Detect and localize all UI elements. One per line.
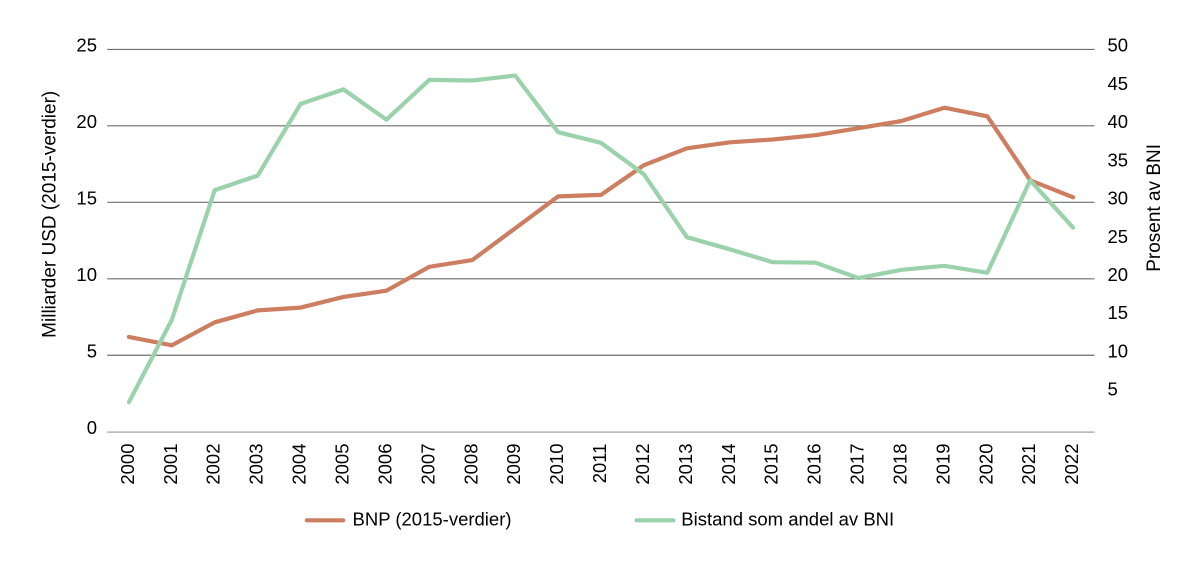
svg-text:Bistand som andel av BNI: Bistand som andel av BNI [681, 509, 894, 530]
svg-text:2021: 2021 [1018, 444, 1039, 485]
svg-text:2014: 2014 [718, 444, 739, 485]
svg-text:Milliarder USD (2015-verdier): Milliarder USD (2015-verdier) [40, 91, 61, 338]
svg-text:2012: 2012 [632, 444, 653, 485]
svg-text:2006: 2006 [374, 444, 395, 485]
svg-text:25: 25 [1108, 226, 1129, 247]
svg-text:2020: 2020 [975, 443, 996, 484]
svg-text:30: 30 [1108, 188, 1129, 209]
svg-text:2022: 2022 [1061, 444, 1082, 485]
svg-text:2001: 2001 [160, 444, 181, 485]
svg-text:5: 5 [1108, 379, 1118, 400]
svg-text:20: 20 [76, 111, 97, 132]
svg-text:2015: 2015 [761, 444, 782, 485]
svg-text:2010: 2010 [546, 444, 567, 485]
svg-text:25: 25 [76, 35, 97, 56]
svg-text:40: 40 [1108, 111, 1129, 132]
svg-text:15: 15 [1108, 302, 1129, 323]
svg-text:10: 10 [1108, 340, 1129, 361]
svg-text:5: 5 [87, 340, 97, 361]
svg-text:2008: 2008 [460, 444, 481, 485]
svg-text:15: 15 [76, 188, 97, 209]
svg-text:2019: 2019 [932, 444, 953, 485]
svg-text:2018: 2018 [890, 444, 911, 485]
svg-text:2016: 2016 [804, 444, 825, 485]
svg-text:45: 45 [1108, 73, 1129, 94]
svg-text:2017: 2017 [847, 444, 868, 485]
svg-text:50: 50 [1108, 35, 1129, 56]
svg-text:Prosent av BNI: Prosent av BNI [1144, 144, 1165, 272]
svg-text:2007: 2007 [417, 444, 438, 485]
svg-text:0: 0 [87, 417, 97, 438]
svg-text:35: 35 [1108, 149, 1129, 170]
svg-text:20: 20 [1108, 264, 1129, 285]
svg-text:2000: 2000 [117, 444, 138, 485]
svg-text:BNP (2015-verdier): BNP (2015-verdier) [353, 509, 512, 530]
svg-text:2003: 2003 [246, 444, 267, 485]
svg-text:10: 10 [76, 264, 97, 285]
svg-text:2011: 2011 [589, 444, 610, 484]
svg-text:2002: 2002 [203, 444, 224, 485]
svg-text:2005: 2005 [332, 444, 353, 485]
svg-text:2009: 2009 [503, 444, 524, 485]
svg-text:2004: 2004 [289, 444, 310, 485]
svg-text:2013: 2013 [675, 444, 696, 485]
